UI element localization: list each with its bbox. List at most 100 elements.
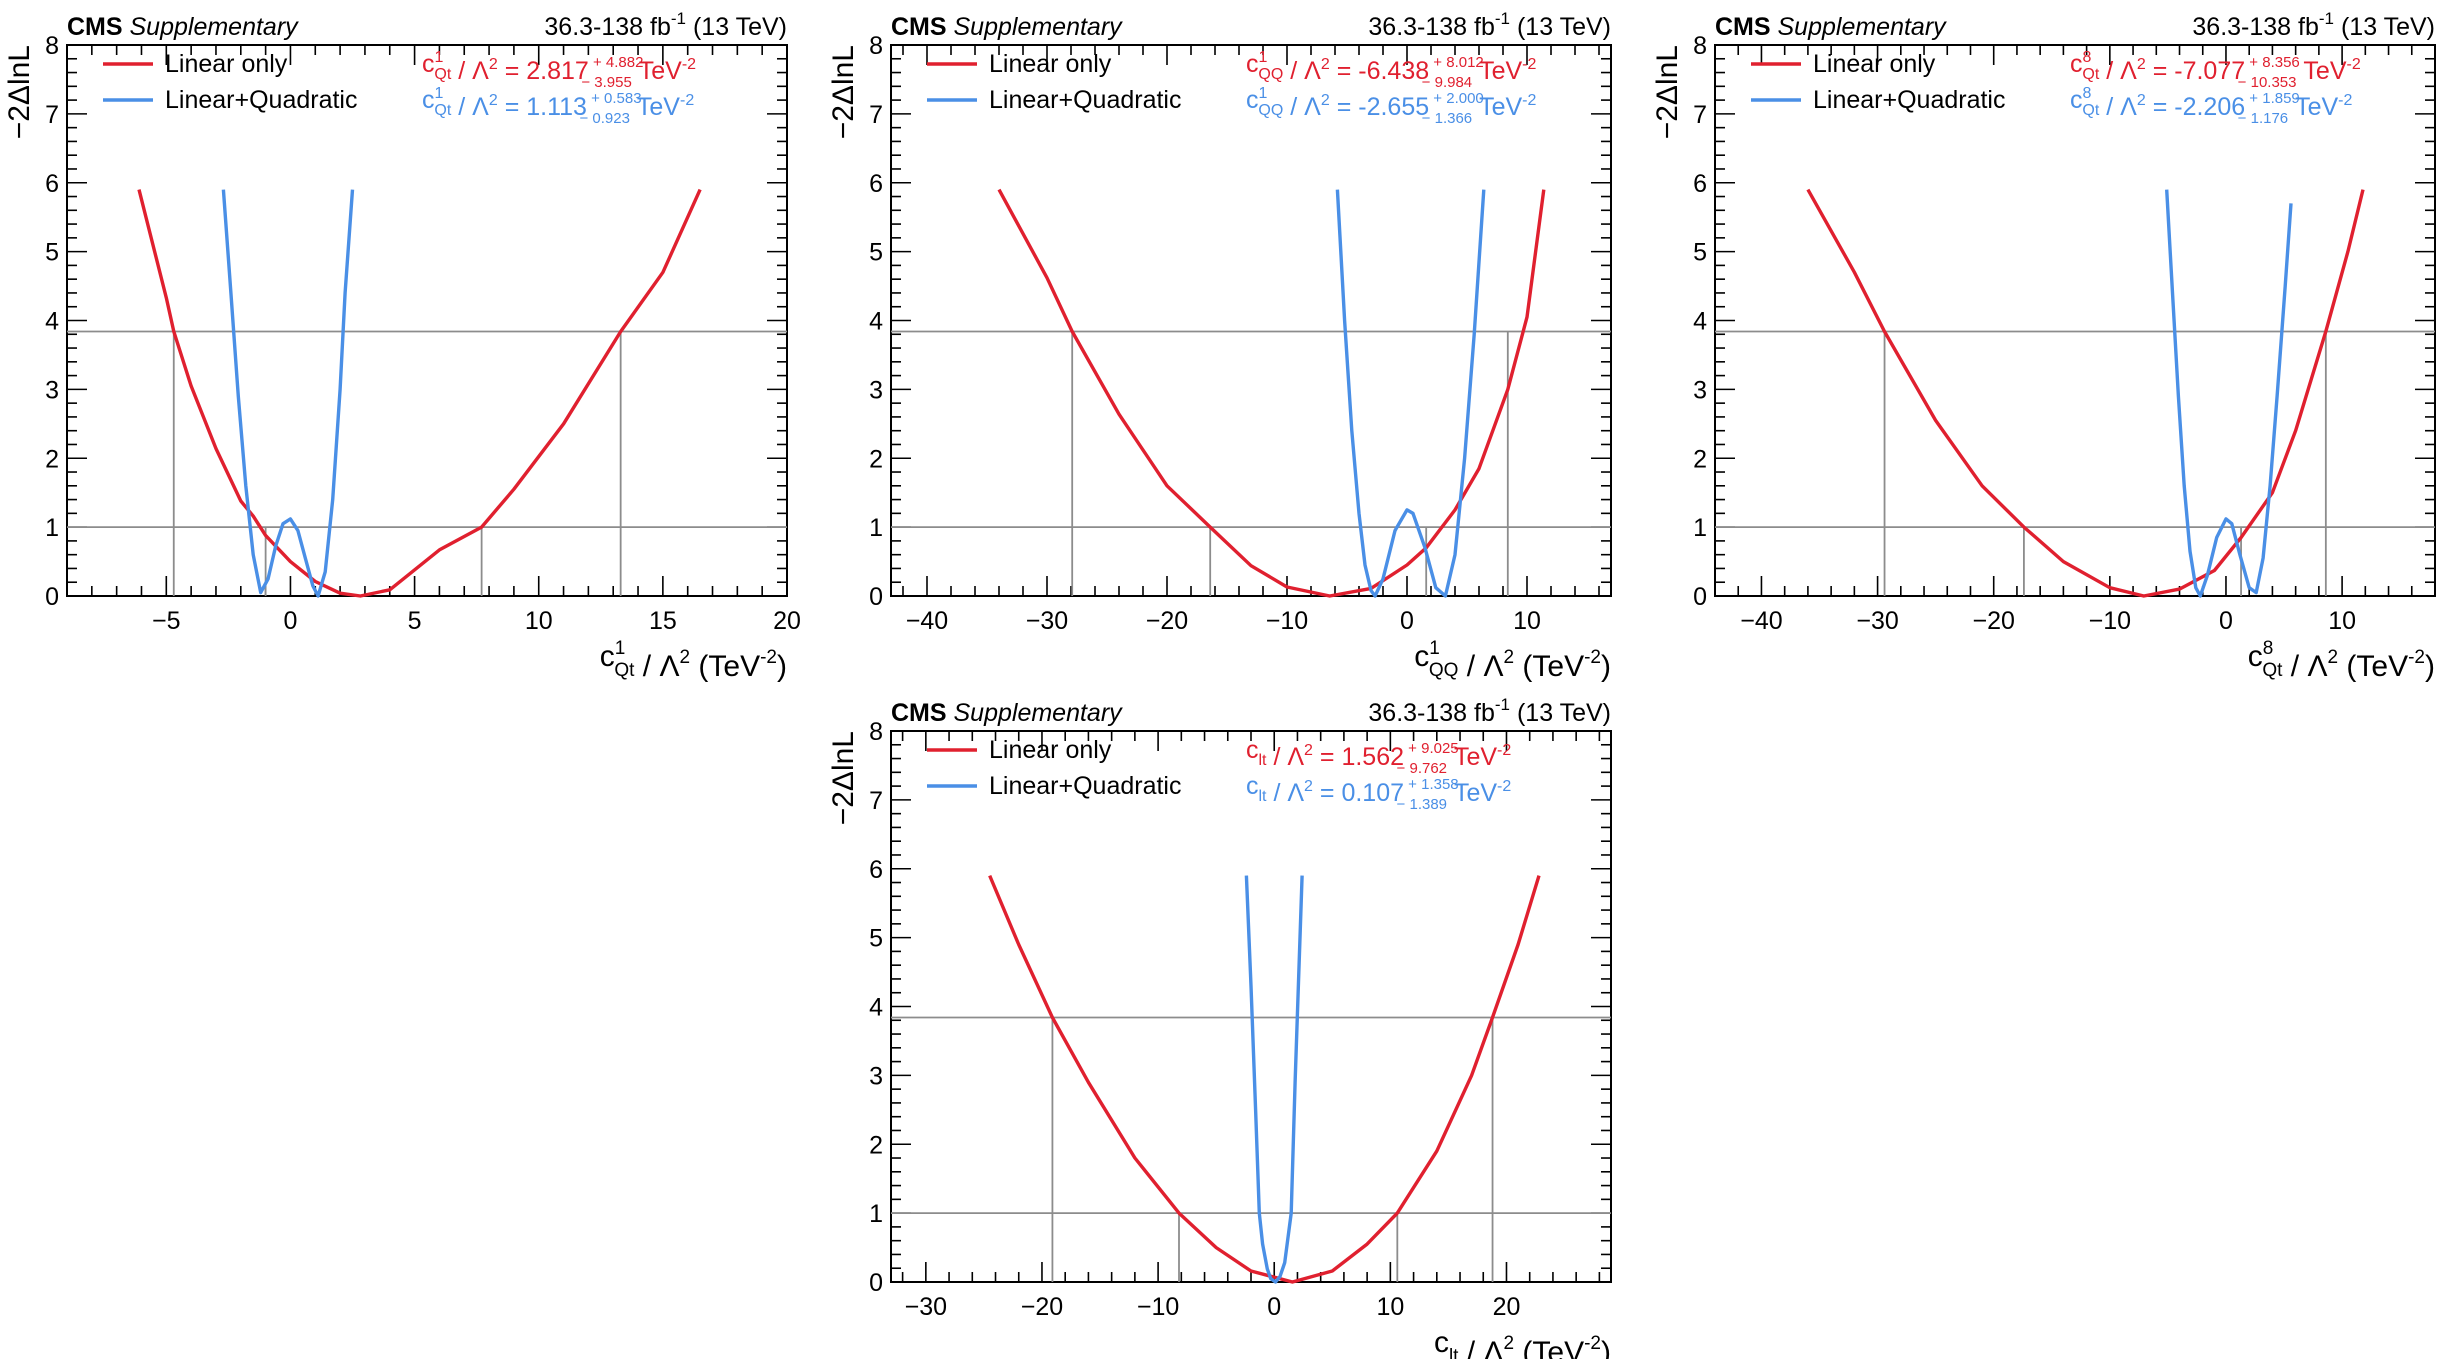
y-tick-label: 2 xyxy=(869,1131,883,1159)
y-tick-label: 6 xyxy=(45,170,59,198)
y-tick-label: 4 xyxy=(1693,308,1707,336)
fit-result: c1 QQ / Λ2 = -2.655 + 2.000− 1.366 TeV-2 xyxy=(1246,85,1537,127)
y-tick-label: 3 xyxy=(869,376,883,404)
x-tick-label: −40 xyxy=(906,607,948,635)
x-tick-label: 20 xyxy=(773,607,801,635)
panel-top-right: CMS Supplementary 36.3-138 fb-1 (13 TeV) 0… xyxy=(1651,9,2436,683)
fit-result: c1 Qt / Λ2 = 2.817 + 4.882− 3.955 TeV-2 xyxy=(422,49,696,91)
y-tick-label: 0 xyxy=(1693,583,1707,611)
y-tick-label: 1 xyxy=(1693,514,1707,542)
fit-result: clt / Λ2 = 0.107 + 1.358− 1.389 TeV-2 xyxy=(1246,772,1511,813)
y-tick-label: 7 xyxy=(869,787,883,815)
y-tick-label: 5 xyxy=(1693,239,1707,267)
cms-label: CMS Supplementary xyxy=(891,699,1123,727)
x-tick-label: 10 xyxy=(1513,607,1541,635)
lumi-label: 36.3-138 fb-1 (13 TeV) xyxy=(544,9,787,41)
y-tick-label: 8 xyxy=(869,718,883,746)
cms-label: CMS Supplementary xyxy=(67,13,299,41)
y-tick-label: 7 xyxy=(1693,101,1707,129)
x-tick-label: 10 xyxy=(1376,1293,1404,1321)
fit-result: c8 Qt / Λ2 = -7.077 + 8.356− 10.353 TeV-2 xyxy=(2070,49,2361,91)
series-linear-quadratic xyxy=(1244,875,1304,1284)
y-tick-label: 0 xyxy=(45,583,59,611)
x-tick-label: −5 xyxy=(152,607,181,635)
legend-entry: Linear+Quadratic xyxy=(165,86,357,114)
legend-entry: Linear only xyxy=(989,736,1112,764)
x-tick-label: −20 xyxy=(1972,607,2014,635)
panel-top-middle: CMS Supplementary 36.3-138 fb-1 (13 TeV) 0… xyxy=(827,9,1612,683)
x-tick-label: −30 xyxy=(1026,607,1068,635)
x-tick-label: −10 xyxy=(1137,1293,1179,1321)
x-axis-label: c1 QQ / Λ2 (TeV-2) xyxy=(1414,638,1611,683)
x-tick-label: 20 xyxy=(1493,1293,1521,1321)
x-tick-label: −40 xyxy=(1740,607,1782,635)
panel-bottom-middle: CMS Supplementary 36.3-138 fb-1 (13 TeV) 0… xyxy=(827,695,1612,1359)
y-tick-label: 5 xyxy=(869,925,883,953)
x-tick-label: 10 xyxy=(525,607,553,635)
y-tick-label: 8 xyxy=(1693,32,1707,60)
cms-label: CMS Supplementary xyxy=(1715,13,1947,41)
x-tick-label: 0 xyxy=(1267,1293,1281,1321)
x-tick-label: 5 xyxy=(408,607,422,635)
y-tick-label: 4 xyxy=(869,994,883,1022)
series-linear-quadratic xyxy=(221,189,355,598)
x-tick-label: −10 xyxy=(2089,607,2131,635)
y-tick-label: 6 xyxy=(869,170,883,198)
x-tick-label: −30 xyxy=(1856,607,1898,635)
y-tick-label: 3 xyxy=(869,1062,883,1090)
series-linear-only xyxy=(988,874,1541,1284)
y-tick-label: 5 xyxy=(45,239,59,267)
legend-entry: Linear only xyxy=(989,50,1112,78)
series-linear-only xyxy=(997,188,1546,598)
y-axis-label: −2ΔlnL xyxy=(1651,45,1684,139)
y-tick-label: 1 xyxy=(45,514,59,542)
y-tick-label: 0 xyxy=(869,583,883,611)
y-tick-label: 7 xyxy=(45,101,59,129)
lumi-label: 36.3-138 fb-1 (13 TeV) xyxy=(1368,695,1611,727)
panel-top-left: CMS Supplementary 36.3-138 fb-1 (13 TeV) 0… xyxy=(3,9,801,683)
y-tick-label: 2 xyxy=(869,445,883,473)
y-tick-label: 1 xyxy=(869,1200,883,1228)
x-tick-label: −20 xyxy=(1146,607,1188,635)
y-tick-label: 8 xyxy=(45,32,59,60)
x-tick-label: 15 xyxy=(649,607,677,635)
y-axis-label: −2ΔlnL xyxy=(827,45,860,139)
plot-frame xyxy=(1714,44,2436,597)
plot-frame xyxy=(890,44,1612,597)
legend-entry: Linear+Quadratic xyxy=(989,86,1181,114)
x-tick-label: −20 xyxy=(1021,1293,1063,1321)
fit-result: c8 Qt / Λ2 = -2.206 + 1.859− 1.176 TeV-2 xyxy=(2070,85,2353,127)
y-tick-label: 6 xyxy=(1693,170,1707,198)
fit-result: clt / Λ2 = 1.562 + 9.025− 9.762 TeV-2 xyxy=(1246,736,1511,777)
plot-frame xyxy=(66,44,788,597)
x-axis-label: c1 Qt / Λ2 (TeV-2) xyxy=(600,638,787,683)
legend-entry: Linear only xyxy=(165,50,288,78)
x-tick-label: −10 xyxy=(1266,607,1308,635)
x-tick-label: −30 xyxy=(905,1293,947,1321)
y-tick-label: 3 xyxy=(45,376,59,404)
y-tick-label: 0 xyxy=(869,1269,883,1297)
lumi-label: 36.3-138 fb-1 (13 TeV) xyxy=(2192,9,2435,41)
x-tick-label: 0 xyxy=(2219,607,2233,635)
y-tick-label: 6 xyxy=(869,856,883,884)
series-linear-only xyxy=(1806,188,2365,598)
legend-entry: Linear+Quadratic xyxy=(1813,86,2005,114)
y-axis-label: −2ΔlnL xyxy=(827,731,860,825)
fit-result: c1 QQ / Λ2 = -6.438 + 8.012− 9.984 TeV-2 xyxy=(1246,49,1537,91)
series-linear-quadratic xyxy=(1335,189,1486,598)
lumi-label: 36.3-138 fb-1 (13 TeV) xyxy=(1368,9,1611,41)
y-tick-label: 7 xyxy=(869,101,883,129)
x-axis-label: clt / Λ2 (TeV-2) xyxy=(1434,1326,1611,1359)
legend-entry: Linear only xyxy=(1813,50,1936,78)
y-axis-label: −2ΔlnL xyxy=(3,45,36,139)
cms-label: CMS Supplementary xyxy=(891,13,1123,41)
y-tick-label: 4 xyxy=(45,308,59,336)
y-tick-label: 8 xyxy=(869,32,883,60)
x-axis-label: c8 Qt / Λ2 (TeV-2) xyxy=(2248,638,2435,683)
fit-result: c1 Qt / Λ2 = 1.113 + 0.583− 0.923 TeV-2 xyxy=(422,85,694,127)
legend-entry: Linear+Quadratic xyxy=(989,772,1181,800)
y-tick-label: 3 xyxy=(1693,376,1707,404)
x-tick-label: 10 xyxy=(2328,607,2356,635)
y-tick-label: 2 xyxy=(45,445,59,473)
